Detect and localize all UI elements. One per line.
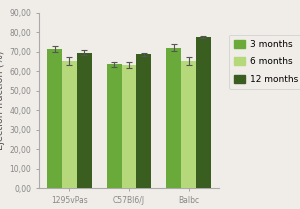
- Bar: [181, 61, 196, 188]
- Bar: [47, 49, 62, 188]
- Bar: [122, 65, 136, 188]
- Bar: [196, 37, 211, 188]
- Bar: [62, 61, 77, 188]
- Bar: [136, 55, 151, 188]
- Bar: [166, 48, 181, 188]
- Bar: [107, 64, 122, 188]
- Legend: 3 months, 6 months, 12 months: 3 months, 6 months, 12 months: [229, 35, 300, 89]
- Bar: [77, 52, 92, 188]
- Y-axis label: Ejection fraction (%): Ejection fraction (%): [0, 51, 5, 150]
